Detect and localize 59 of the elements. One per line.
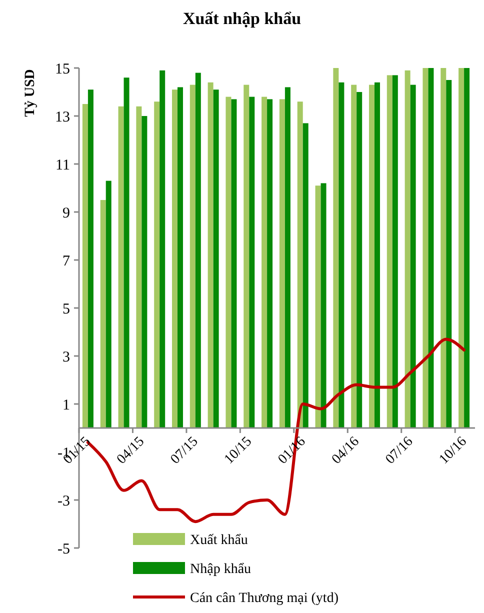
legend-label: Cán cân Thương mại (ytd) (190, 590, 339, 606)
bar (226, 96, 232, 428)
bar (458, 68, 464, 428)
bar (297, 102, 303, 428)
bar (100, 200, 106, 428)
y-tick-label: 11 (56, 157, 70, 174)
bar (374, 82, 380, 428)
bar (279, 99, 285, 428)
bar (172, 90, 178, 428)
bar (178, 87, 183, 428)
y-axis-title: Tỷ USD (23, 69, 38, 117)
bar (124, 78, 130, 428)
bar (338, 82, 344, 428)
bar (136, 106, 142, 428)
bar (464, 68, 470, 428)
legend-label: Xuất khẩu (190, 532, 248, 548)
bar (392, 75, 398, 428)
bar (404, 70, 410, 428)
y-tick-label: 3 (62, 349, 70, 366)
bar (82, 104, 88, 428)
bar (195, 72, 201, 428)
bar (428, 68, 434, 428)
bar (315, 186, 321, 428)
bar (262, 96, 268, 428)
bar (88, 90, 94, 428)
y-tick-label: 7 (62, 253, 70, 270)
bar (244, 84, 250, 428)
bar (284, 87, 290, 428)
bar (422, 68, 428, 428)
bar (190, 84, 196, 428)
bar (302, 123, 308, 428)
y-tick-label: 13 (55, 109, 70, 126)
bar (231, 99, 237, 428)
bar (369, 84, 374, 428)
y-tick-label: 15 (55, 61, 70, 78)
bar (106, 180, 112, 428)
y-tick-label: -5 (58, 541, 70, 558)
chart-title: Xuất nhập khẩu (182, 9, 302, 28)
bar (213, 90, 219, 428)
y-tick-label: 9 (62, 205, 70, 222)
bar (160, 70, 166, 428)
bar (356, 92, 362, 428)
bar (320, 183, 326, 428)
y-tick-label: 1 (62, 397, 70, 414)
bar (142, 116, 148, 428)
legend-label: Nhập khẩu (190, 562, 252, 577)
bar (386, 75, 392, 428)
bar (249, 96, 255, 428)
y-tick-label: 5 (62, 301, 70, 318)
bar (267, 99, 273, 428)
bar (208, 82, 214, 428)
bar (351, 84, 357, 428)
bar (440, 68, 446, 428)
bar (118, 106, 124, 428)
bar (446, 80, 452, 428)
bar (154, 102, 160, 428)
y-tick-label: -3 (58, 493, 70, 510)
bar (410, 84, 416, 428)
bar (333, 68, 339, 428)
